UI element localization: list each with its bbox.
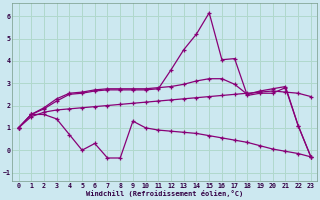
X-axis label: Windchill (Refroidissement éolien,°C): Windchill (Refroidissement éolien,°C) (86, 190, 243, 197)
